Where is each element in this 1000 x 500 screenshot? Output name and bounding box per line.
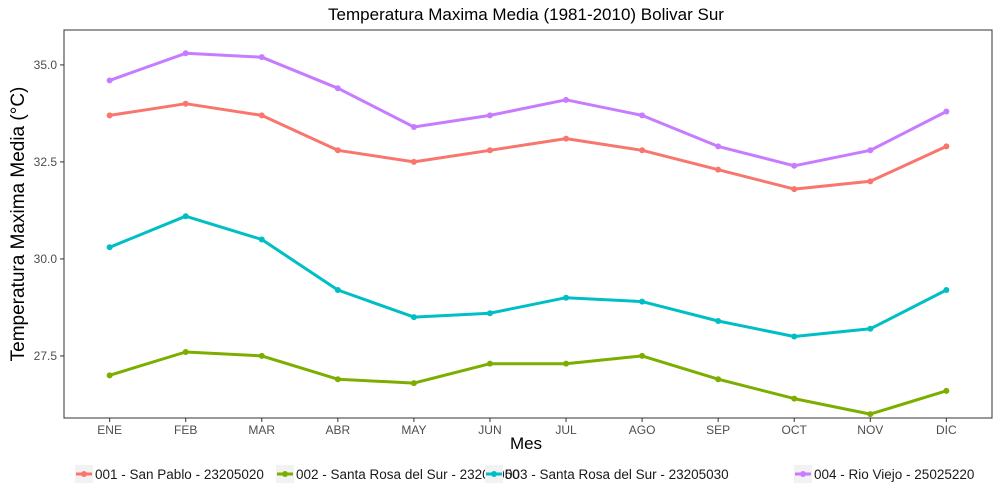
data-point <box>563 360 570 367</box>
data-point <box>106 77 113 84</box>
series-line-4 <box>108 51 948 168</box>
data-point <box>639 112 646 119</box>
data-point <box>106 372 113 379</box>
data-point <box>943 286 950 293</box>
data-point <box>867 411 874 418</box>
legend-item-2: 002 - Santa Rosa del Sur - 23205050 <box>276 465 520 483</box>
x-tick-label-feb: FEB <box>174 423 197 437</box>
data-point <box>182 50 189 57</box>
data-point <box>410 124 417 130</box>
legend-label: 003 - Santa Rosa del Sur - 23205030 <box>505 467 729 482</box>
series-4 <box>106 50 950 169</box>
legend-marker <box>282 471 288 477</box>
x-tick-label-ene: ENE <box>97 423 122 437</box>
legend-marker <box>491 471 497 477</box>
data-point <box>486 147 493 154</box>
x-tick-label-sep: SEP <box>706 423 730 437</box>
y-tick-label: 30.0 <box>34 252 58 266</box>
y-tick-label: 27.5 <box>34 349 58 363</box>
series-line-2 <box>108 350 948 416</box>
data-point <box>791 333 798 340</box>
y-axis-title: Temperatura Maxima Media (°C) <box>8 87 29 362</box>
x-tick-label-nov: NOV <box>857 423 883 437</box>
x-tick-label-abr: ABR <box>325 423 350 437</box>
series-3 <box>106 213 950 340</box>
y-tick-label: 35.0 <box>34 58 58 72</box>
data-point <box>106 112 113 119</box>
data-point <box>943 143 950 150</box>
legend-item-1: 001 - San Pablo - 23205020 <box>75 465 264 483</box>
legend-item-4: 004 - Rio Viejo - 25025220 <box>794 465 974 483</box>
legend-label: 002 - Santa Rosa del Sur - 23205050 <box>296 467 520 482</box>
legend-item-3: 003 - Santa Rosa del Sur - 23205030 <box>485 465 729 483</box>
data-point <box>943 387 950 394</box>
data-point <box>715 318 722 324</box>
data-point <box>486 310 493 317</box>
series-2 <box>106 349 950 418</box>
x-tick-label-oct: OCT <box>782 423 808 437</box>
x-tick-label-may: MAY <box>401 423 426 437</box>
y-axis: 27.5 30.0 32.5 35.0 <box>34 58 64 363</box>
data-point <box>410 380 417 387</box>
data-point <box>182 349 189 356</box>
series-line-3 <box>108 214 948 338</box>
x-tick-label-jul: JUL <box>555 423 577 437</box>
data-point <box>867 178 874 185</box>
data-point <box>258 352 265 359</box>
series-line-1 <box>108 102 948 191</box>
legend-label: 001 - San Pablo - 23205020 <box>95 467 264 482</box>
data-point <box>258 236 265 243</box>
x-axis-title: Mes <box>510 434 542 453</box>
data-point <box>334 376 341 383</box>
data-point <box>639 352 646 359</box>
legend-marker <box>800 471 806 477</box>
data-point <box>943 108 950 115</box>
data-point <box>182 100 189 107</box>
data-point <box>791 395 798 402</box>
data-point <box>715 143 722 150</box>
series-layer <box>106 50 950 418</box>
x-tick-label-dic: DIC <box>936 423 957 437</box>
data-point <box>715 376 722 383</box>
data-point <box>334 286 341 293</box>
data-point <box>867 147 874 154</box>
chart-title: Temperatura Maxima Media (1981-2010) Bol… <box>328 5 724 24</box>
legend: 001 - San Pablo - 23205020 002 - Santa Ro… <box>75 465 974 483</box>
x-axis: ENE FEB MAR ABR MAY JUN JUL AGO SEP OCT NOV DIC <box>97 418 957 437</box>
data-point <box>867 325 874 332</box>
data-point <box>410 158 417 165</box>
data-point <box>258 112 265 119</box>
series-1 <box>106 100 950 193</box>
data-point <box>106 244 113 251</box>
x-tick-label-mar: MAR <box>248 423 275 437</box>
data-point <box>563 135 570 142</box>
x-tick-label-jun: JUN <box>478 423 501 437</box>
data-point <box>563 294 570 301</box>
x-tick-label-ago: AGO <box>629 423 656 437</box>
data-point <box>563 96 570 103</box>
data-point <box>334 85 341 92</box>
y-tick-label: 32.5 <box>34 155 58 169</box>
plot-panel <box>63 29 993 419</box>
data-point <box>715 166 722 173</box>
data-point <box>639 298 646 305</box>
data-point <box>258 54 265 61</box>
data-point <box>639 147 646 154</box>
data-point <box>182 213 189 220</box>
data-point <box>486 112 493 119</box>
legend-label: 004 - Rio Viejo - 25025220 <box>814 467 974 482</box>
data-point <box>791 162 798 169</box>
data-point <box>791 186 798 193</box>
data-point <box>410 314 417 321</box>
data-point <box>334 147 341 154</box>
data-point <box>486 360 493 367</box>
legend-marker <box>81 471 87 477</box>
